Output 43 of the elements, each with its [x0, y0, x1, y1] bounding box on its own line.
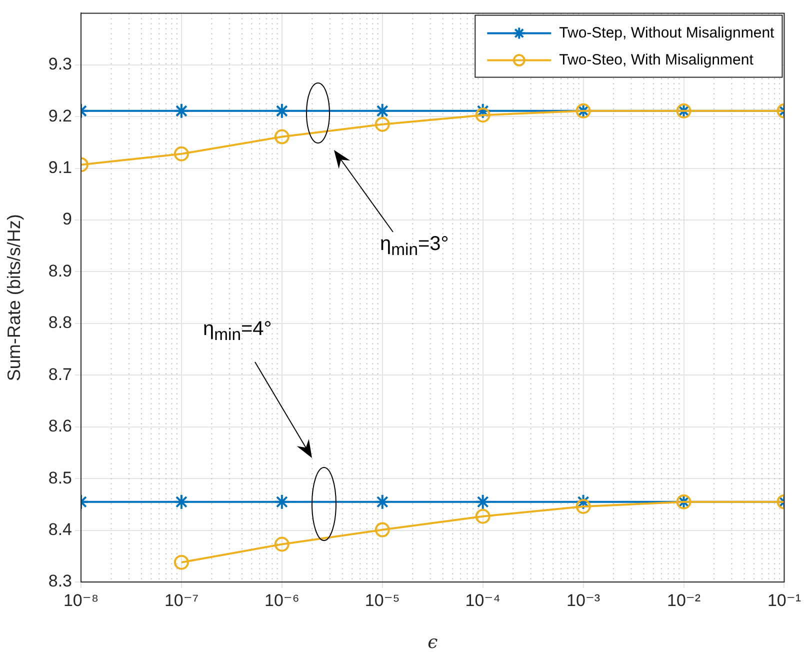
point [374, 102, 390, 119]
x-tick-label: 10⁻² [666, 590, 701, 610]
annotation: η$_{min}$=3° [380, 233, 449, 260]
point [474, 494, 491, 510]
y-tick-label: 8.3 [48, 572, 72, 591]
point [576, 499, 591, 514]
x-tick-label: 10⁻⁸ [63, 590, 99, 610]
point [274, 494, 290, 510]
y-tick-label: 8.7 [48, 364, 72, 384]
legend-label: Two-Steo, With Misalignment [559, 51, 754, 68]
x-tick-label: 10⁻⁶ [264, 590, 300, 610]
point [174, 554, 189, 570]
point [274, 129, 290, 144]
y-tick-label: 8.5 [48, 468, 72, 488]
y-tick-label: 8.9 [48, 261, 72, 280]
y-axis-title: Sum-Rate (bits/s/Hz) [4, 214, 24, 382]
point [274, 536, 290, 552]
point [374, 116, 390, 132]
annotation: η$_{min}$=4° [203, 318, 272, 345]
y-tick-label: 9.3 [48, 54, 72, 74]
x-tick-label: 10⁻³ [566, 590, 600, 610]
point [475, 508, 490, 524]
legend-label: Two-Step, Without Misalignment [559, 24, 776, 42]
x-tick-label: 10⁻¹ [767, 590, 802, 610]
y-tick-label: 8.8 [48, 313, 72, 332]
y-tick-label: 8.4 [48, 520, 72, 539]
point [575, 494, 592, 510]
point [374, 522, 390, 538]
x-tick-label: 10⁻⁴ [465, 590, 500, 610]
x-tick-label: 10⁻⁷ [164, 590, 198, 610]
y-tick-label: 9.2 [48, 106, 72, 126]
point [173, 102, 190, 119]
x-axis-title: ϵ [428, 632, 438, 653]
point [374, 494, 390, 510]
point [474, 102, 491, 119]
point [173, 494, 190, 510]
y-tick-label: 8.6 [48, 416, 72, 436]
point [174, 146, 189, 162]
y-tick-label: 9 [62, 210, 72, 229]
y-tick-label: 9.1 [48, 158, 72, 178]
x-tick-label: 10⁻⁵ [364, 590, 400, 610]
point [475, 108, 490, 123]
point [274, 102, 290, 119]
